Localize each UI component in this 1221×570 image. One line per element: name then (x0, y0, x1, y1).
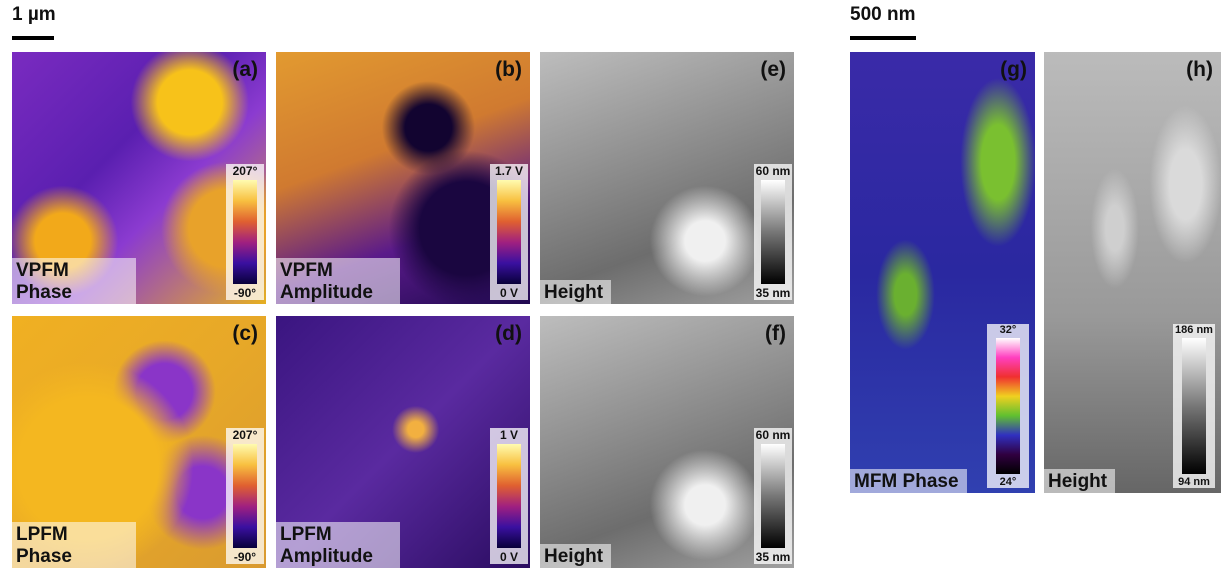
colorbar-max: 207° (232, 428, 258, 442)
colorbar-gradient (761, 444, 785, 548)
colorbar: 32° 24° (987, 324, 1029, 488)
panel-label: LPFM Amplitude (276, 522, 400, 568)
panel-letter: (d) (495, 322, 522, 345)
colorbar-gradient (1182, 338, 1206, 474)
colorbar-min: 24° (999, 476, 1017, 488)
afm-panel: (a) VPFM Phase 207° -90° (12, 52, 266, 304)
scale-label: 500 nm (850, 4, 916, 25)
afm-panel: (c) LPFM Phase 207° -90° (12, 316, 266, 568)
colorbar: 60 nm 35 nm (754, 428, 792, 564)
colorbar-min: -90° (233, 550, 257, 564)
panel-label: Height (540, 544, 612, 568)
colorbar: 60 nm 35 nm (754, 164, 792, 300)
colorbar: 186 nm 94 nm (1173, 324, 1215, 488)
panel-label: VPFM Amplitude (276, 258, 400, 304)
panel-letter: (f) (765, 322, 786, 345)
colorbar: 1 V 0 V (490, 428, 528, 564)
colorbar-gradient (996, 338, 1020, 474)
panel-letter: (b) (495, 58, 522, 81)
colorbar: 1.7 V 0 V (490, 164, 528, 300)
colorbar-min: -90° (233, 286, 257, 300)
panel-letter: (g) (1000, 58, 1027, 81)
panel-letter: (h) (1186, 58, 1213, 81)
scale-label: 1 µm (12, 4, 56, 25)
colorbar-max: 186 nm (1175, 324, 1213, 336)
colorbar-gradient (497, 444, 521, 548)
colorbar: 207° -90° (226, 428, 264, 564)
colorbar-min: 94 nm (1178, 476, 1210, 488)
panel-label: Height (540, 280, 612, 304)
panel-label: LPFM Phase (12, 522, 136, 568)
panel-label: MFM Phase (850, 469, 967, 493)
colorbar-max: 1 V (499, 428, 518, 442)
colorbar-gradient (233, 180, 257, 284)
colorbar-max: 32° (999, 324, 1017, 336)
colorbar-min: 0 V (499, 286, 518, 300)
colorbar-max: 1.7 V (494, 164, 524, 178)
colorbar-min: 35 nm (755, 286, 791, 300)
colorbar-max: 207° (232, 164, 258, 178)
colorbar-max: 60 nm (755, 164, 791, 178)
scale-bar (12, 36, 54, 40)
scale-bar (850, 36, 916, 40)
colorbar-max: 60 nm (755, 428, 791, 442)
panel-label: Height (1044, 469, 1116, 493)
panel-letter: (e) (760, 58, 786, 81)
panel-letter: (a) (232, 58, 258, 81)
afm-panel: (g) MFM Phase 32° 24° (850, 52, 1035, 493)
colorbar-gradient (761, 180, 785, 284)
afm-panel: (b) VPFM Amplitude 1.7 V 0 V (276, 52, 530, 304)
colorbar: 207° -90° (226, 164, 264, 300)
colorbar-gradient (497, 180, 521, 284)
afm-panel: (f) Height 60 nm 35 nm (540, 316, 794, 568)
afm-panel: (e) Height 60 nm 35 nm (540, 52, 794, 304)
panel-label: VPFM Phase (12, 258, 136, 304)
panel-letter: (c) (232, 322, 258, 345)
colorbar-min: 0 V (499, 550, 518, 564)
colorbar-min: 35 nm (755, 550, 791, 564)
afm-panel: (d) LPFM Amplitude 1 V 0 V (276, 316, 530, 568)
afm-panel: (h) Height 186 nm 94 nm (1044, 52, 1221, 493)
colorbar-gradient (233, 444, 257, 548)
